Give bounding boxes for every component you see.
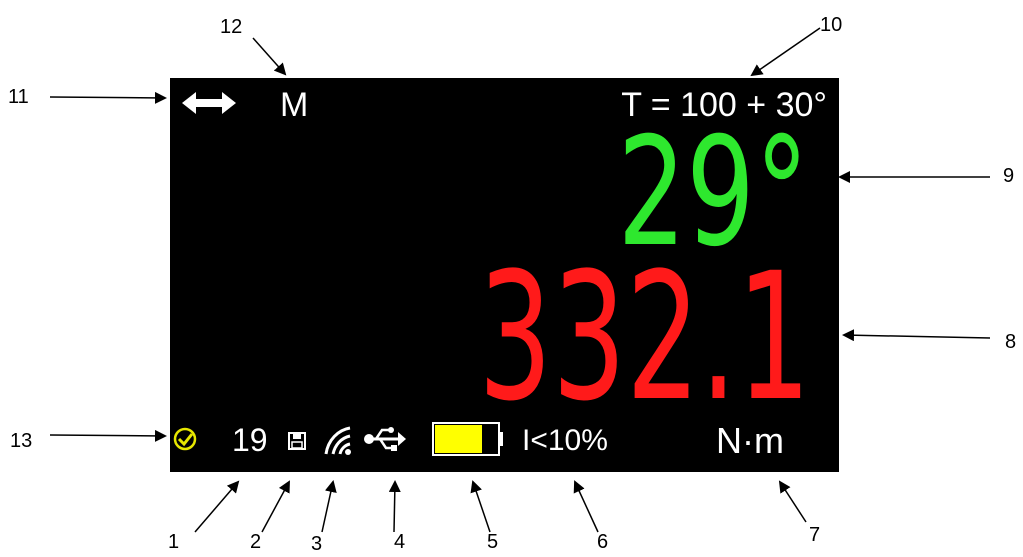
status-bar: 19 I<10% N·m [170, 418, 839, 468]
callout-arrow-6 [573, 480, 599, 533]
callout-7: 7 [809, 524, 821, 546]
callout-6: 6 [597, 531, 609, 553]
battery-icon [432, 422, 503, 456]
callout-arrow-8 [842, 329, 991, 342]
callout-arrow-12 [252, 37, 287, 76]
torque-readout: 332.1 [478, 235, 811, 440]
usb-icon [364, 427, 406, 451]
callout-3: 3 [311, 533, 323, 555]
callout-10: 10 [820, 14, 843, 36]
callout-9: 9 [1003, 165, 1015, 187]
device-screen: M T = 100 + 30° 29° 332.1 19 [170, 78, 839, 472]
mode-indicator: M [280, 86, 309, 124]
callout-4: 4 [394, 531, 406, 553]
current-indicator: I<10% [522, 424, 608, 457]
callout-13: 13 [10, 430, 33, 452]
callout-arrow-7 [778, 480, 807, 523]
callout-arrow-2 [261, 480, 290, 533]
callout-8: 8 [1005, 331, 1017, 353]
callout-arrow-13 [49, 429, 167, 442]
double-arrow-icon [182, 92, 236, 114]
target-setting: T = 100 + 30° [621, 86, 827, 124]
check-badge-icon [173, 427, 197, 451]
battery-level-fill [435, 425, 482, 453]
callout-2: 2 [250, 531, 262, 553]
save-icon [288, 432, 306, 450]
callout-5: 5 [487, 531, 499, 553]
callout-arrow-10 [750, 27, 821, 77]
cycle-count: 19 [232, 422, 268, 458]
callout-12: 12 [220, 16, 243, 38]
callout-arrow-11 [49, 91, 167, 104]
callout-1: 1 [168, 531, 180, 553]
callout-11: 11 [8, 86, 29, 108]
angle-readout: 29° [617, 106, 809, 280]
callout-arrow-3 [321, 480, 337, 533]
wifi-icon [324, 426, 351, 455]
callout-arrow-4 [388, 480, 401, 533]
callout-arrow-5 [470, 480, 491, 533]
unit-label: N·m [716, 420, 784, 461]
callout-arrow-1 [194, 480, 240, 533]
